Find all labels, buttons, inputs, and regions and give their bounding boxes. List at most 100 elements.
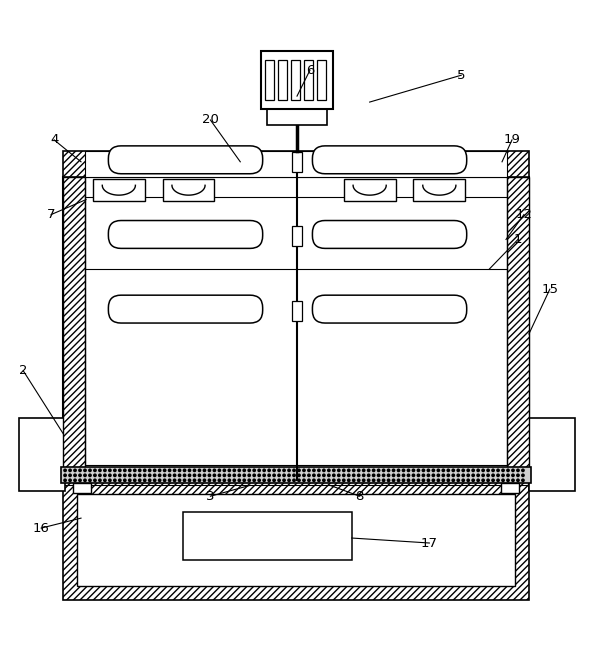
- Circle shape: [372, 469, 375, 471]
- Circle shape: [377, 474, 380, 477]
- Circle shape: [159, 469, 161, 471]
- Text: 19: 19: [504, 133, 520, 146]
- Circle shape: [368, 474, 370, 477]
- Circle shape: [109, 474, 111, 477]
- Circle shape: [109, 479, 111, 481]
- Bar: [291, 60, 300, 100]
- Circle shape: [472, 469, 475, 471]
- Circle shape: [113, 479, 116, 481]
- Circle shape: [273, 479, 275, 481]
- Circle shape: [383, 479, 385, 481]
- Bar: [529, 418, 575, 491]
- Circle shape: [512, 479, 514, 481]
- Circle shape: [298, 469, 300, 471]
- Circle shape: [258, 474, 260, 477]
- Circle shape: [472, 474, 475, 477]
- Circle shape: [173, 474, 176, 477]
- Circle shape: [427, 469, 429, 471]
- Circle shape: [104, 479, 106, 481]
- Circle shape: [203, 469, 206, 471]
- Circle shape: [318, 474, 320, 477]
- Circle shape: [243, 479, 245, 481]
- Circle shape: [517, 474, 519, 477]
- Circle shape: [362, 479, 365, 481]
- Circle shape: [173, 469, 176, 471]
- Circle shape: [278, 479, 280, 481]
- Circle shape: [422, 479, 425, 481]
- Circle shape: [163, 479, 166, 481]
- Circle shape: [124, 469, 126, 471]
- Circle shape: [437, 474, 440, 477]
- Circle shape: [437, 469, 440, 471]
- Circle shape: [184, 469, 186, 471]
- Circle shape: [163, 469, 166, 471]
- Circle shape: [353, 479, 355, 481]
- Circle shape: [452, 474, 454, 477]
- Circle shape: [512, 474, 514, 477]
- Circle shape: [159, 474, 161, 477]
- Circle shape: [278, 474, 280, 477]
- Text: 20: 20: [202, 114, 219, 127]
- Circle shape: [213, 479, 216, 481]
- Circle shape: [203, 479, 206, 481]
- Circle shape: [238, 479, 241, 481]
- Circle shape: [377, 479, 380, 481]
- Circle shape: [173, 479, 176, 481]
- Circle shape: [193, 479, 195, 481]
- Circle shape: [74, 474, 76, 477]
- Circle shape: [288, 469, 290, 471]
- Bar: [292, 152, 302, 172]
- Circle shape: [128, 474, 131, 477]
- Circle shape: [437, 479, 440, 481]
- Circle shape: [178, 479, 181, 481]
- Circle shape: [99, 469, 101, 471]
- Circle shape: [343, 469, 345, 471]
- Circle shape: [94, 474, 96, 477]
- Circle shape: [188, 479, 191, 481]
- Circle shape: [482, 474, 484, 477]
- Circle shape: [79, 469, 81, 471]
- Text: 6: 6: [306, 64, 314, 77]
- Circle shape: [138, 469, 141, 471]
- Bar: [63, 151, 529, 177]
- Circle shape: [298, 479, 300, 481]
- Circle shape: [462, 474, 465, 477]
- Circle shape: [497, 474, 499, 477]
- Circle shape: [99, 474, 101, 477]
- Circle shape: [89, 474, 91, 477]
- Circle shape: [323, 469, 325, 471]
- Circle shape: [457, 479, 459, 481]
- Circle shape: [323, 479, 325, 481]
- Circle shape: [134, 469, 136, 471]
- Bar: [19, 418, 65, 491]
- Circle shape: [347, 474, 350, 477]
- Circle shape: [308, 479, 310, 481]
- Circle shape: [178, 474, 181, 477]
- Circle shape: [353, 474, 355, 477]
- Circle shape: [278, 469, 280, 471]
- Bar: [304, 60, 313, 100]
- Circle shape: [74, 469, 76, 471]
- Circle shape: [407, 474, 410, 477]
- Circle shape: [203, 474, 206, 477]
- Circle shape: [218, 469, 220, 471]
- Text: 16: 16: [33, 522, 50, 535]
- Circle shape: [119, 474, 121, 477]
- Circle shape: [512, 469, 514, 471]
- FancyBboxPatch shape: [312, 295, 467, 323]
- Circle shape: [482, 479, 484, 481]
- Circle shape: [337, 474, 340, 477]
- Circle shape: [258, 479, 260, 481]
- Circle shape: [397, 479, 400, 481]
- Bar: [344, 179, 396, 201]
- Circle shape: [303, 474, 305, 477]
- Circle shape: [124, 474, 126, 477]
- Circle shape: [148, 474, 151, 477]
- Circle shape: [462, 479, 465, 481]
- FancyBboxPatch shape: [312, 146, 467, 174]
- Circle shape: [487, 479, 489, 481]
- Circle shape: [293, 469, 295, 471]
- Circle shape: [517, 479, 519, 481]
- Circle shape: [492, 469, 494, 471]
- Bar: [267, 109, 327, 125]
